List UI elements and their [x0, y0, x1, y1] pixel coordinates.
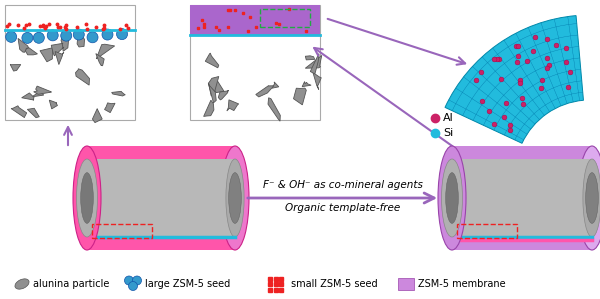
Polygon shape [208, 83, 216, 103]
Circle shape [22, 32, 33, 43]
Polygon shape [22, 93, 34, 100]
Ellipse shape [583, 159, 600, 237]
Circle shape [73, 29, 84, 40]
Polygon shape [25, 46, 37, 55]
Polygon shape [92, 109, 102, 123]
Text: F⁻ & OH⁻ as co-mineral agents: F⁻ & OH⁻ as co-mineral agents [263, 180, 423, 190]
Polygon shape [28, 108, 39, 118]
Polygon shape [227, 100, 239, 111]
Polygon shape [76, 69, 89, 85]
Polygon shape [61, 32, 69, 51]
Text: alunina particle: alunina particle [33, 279, 109, 289]
Circle shape [133, 276, 142, 285]
Ellipse shape [226, 159, 244, 237]
Polygon shape [10, 65, 21, 71]
Ellipse shape [77, 159, 97, 237]
Ellipse shape [73, 146, 101, 250]
Circle shape [102, 29, 113, 40]
FancyBboxPatch shape [190, 5, 320, 120]
Polygon shape [77, 31, 85, 47]
Polygon shape [218, 91, 229, 100]
Polygon shape [96, 54, 104, 66]
Text: Al: Al [443, 113, 454, 123]
Ellipse shape [221, 146, 249, 250]
Polygon shape [256, 86, 274, 97]
Text: Organic template-free: Organic template-free [286, 203, 401, 213]
Ellipse shape [446, 173, 458, 223]
FancyBboxPatch shape [190, 5, 320, 35]
Polygon shape [104, 103, 115, 113]
Polygon shape [40, 48, 53, 62]
Polygon shape [49, 100, 58, 109]
Circle shape [47, 30, 58, 41]
Text: Si: Si [443, 128, 453, 138]
Ellipse shape [229, 173, 241, 223]
Wedge shape [445, 16, 583, 143]
Ellipse shape [438, 146, 466, 250]
FancyBboxPatch shape [398, 278, 414, 290]
Text: small ZSM-5 seed: small ZSM-5 seed [291, 279, 377, 289]
Polygon shape [11, 106, 26, 118]
FancyBboxPatch shape [452, 146, 592, 250]
Polygon shape [203, 100, 214, 116]
FancyBboxPatch shape [5, 5, 135, 120]
Polygon shape [209, 77, 219, 98]
Circle shape [125, 276, 133, 285]
Polygon shape [305, 56, 314, 60]
Polygon shape [18, 38, 28, 52]
FancyBboxPatch shape [87, 159, 235, 237]
Polygon shape [210, 81, 224, 93]
Ellipse shape [80, 173, 94, 223]
FancyBboxPatch shape [87, 146, 235, 250]
Polygon shape [32, 91, 44, 97]
FancyBboxPatch shape [452, 159, 592, 237]
Circle shape [5, 31, 17, 42]
Polygon shape [205, 53, 219, 68]
Ellipse shape [442, 159, 463, 237]
Polygon shape [268, 98, 280, 121]
Circle shape [61, 30, 72, 41]
Circle shape [116, 29, 128, 40]
Polygon shape [51, 43, 64, 56]
Polygon shape [272, 82, 279, 88]
Polygon shape [112, 91, 125, 96]
Polygon shape [313, 73, 321, 89]
Ellipse shape [578, 146, 600, 250]
Polygon shape [310, 54, 319, 74]
Polygon shape [55, 52, 64, 65]
Text: ZSM-5 membrane: ZSM-5 membrane [418, 279, 506, 289]
Circle shape [128, 281, 137, 291]
Polygon shape [34, 86, 52, 94]
Polygon shape [97, 44, 115, 59]
Circle shape [87, 32, 98, 43]
Circle shape [34, 32, 44, 43]
Polygon shape [302, 82, 311, 87]
Polygon shape [305, 55, 322, 68]
Ellipse shape [586, 173, 598, 223]
Text: large ZSM-5 seed: large ZSM-5 seed [145, 279, 230, 289]
Polygon shape [293, 88, 306, 105]
Ellipse shape [15, 279, 29, 289]
